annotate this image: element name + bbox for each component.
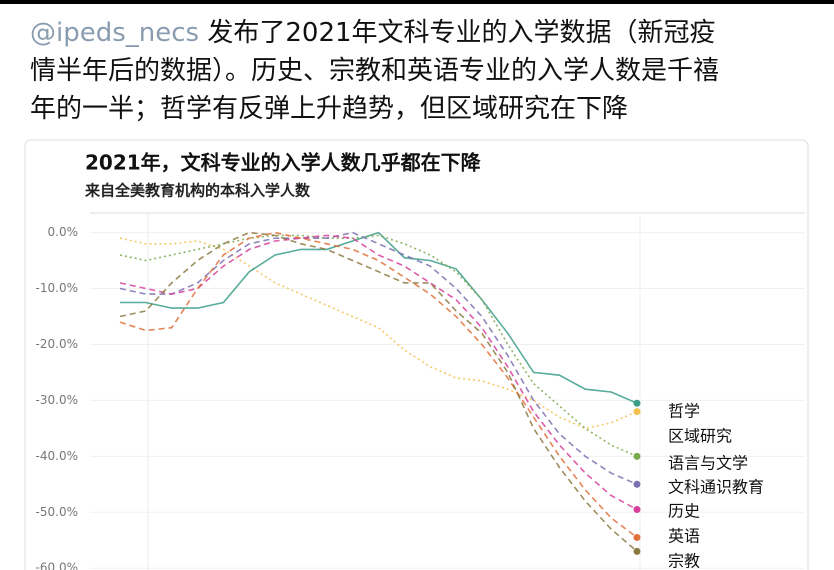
chart-card — [24, 139, 809, 570]
post-line: 年的一半；哲学有反弹上升趋势，但区域研究在下降 — [30, 94, 629, 124]
chart-title: 2021年，文科专业的入学人数几乎都在下降 — [85, 151, 482, 175]
post-line: @ipeds_necs 发布了2021年文科专业的入学数据（新冠疫 — [30, 14, 820, 52]
end-dot — [633, 533, 641, 541]
chart-subtitle: 来自全美教育机构的本科入学人数 — [84, 182, 311, 200]
series-label: 区域研究 — [668, 427, 732, 446]
post-line-text: 发布了2021年文科专业的入学数据（新冠疫 — [207, 18, 716, 48]
y-tick-label: -40.0% — [36, 449, 78, 463]
series-line — [119, 234, 638, 511]
series-line — [120, 231, 638, 404]
series-label: 历史 — [668, 502, 700, 521]
series-line — [119, 231, 638, 486]
series-line — [119, 234, 638, 458]
series-line — [119, 231, 638, 539]
series-line — [119, 231, 638, 553]
end-dot — [633, 399, 641, 407]
series-label: 语言与文学 — [668, 454, 748, 473]
post-line: 情半年后的数据）。历史、宗教和英语专业的入学人数是千禧 — [30, 56, 720, 86]
y-tick-label: -30.0% — [36, 393, 78, 407]
end-dot — [633, 480, 641, 488]
handle[interactable]: @ipeds_necs — [30, 18, 200, 48]
y-tick-label: -20.0% — [36, 337, 78, 351]
y-tick-label: -50.0% — [36, 505, 78, 519]
series-label: 英语 — [668, 527, 700, 546]
post-text: @ipeds_necs 发布了2021年文科专业的入学数据（新冠疫 情半年后的数… — [30, 14, 820, 128]
end-dot — [633, 408, 641, 416]
top-bar — [0, 0, 834, 4]
end-dot — [633, 547, 641, 555]
series-label: 宗教 — [668, 552, 700, 570]
series-label: 文科通识教育 — [668, 478, 764, 497]
y-tick-label: -10.0% — [36, 281, 78, 295]
series-label: 哲学 — [668, 402, 700, 421]
end-dot — [633, 452, 641, 460]
y-tick-label: -60.0% — [36, 561, 78, 570]
y-tick-label: 0.0% — [48, 225, 79, 239]
end-dot — [633, 505, 641, 513]
